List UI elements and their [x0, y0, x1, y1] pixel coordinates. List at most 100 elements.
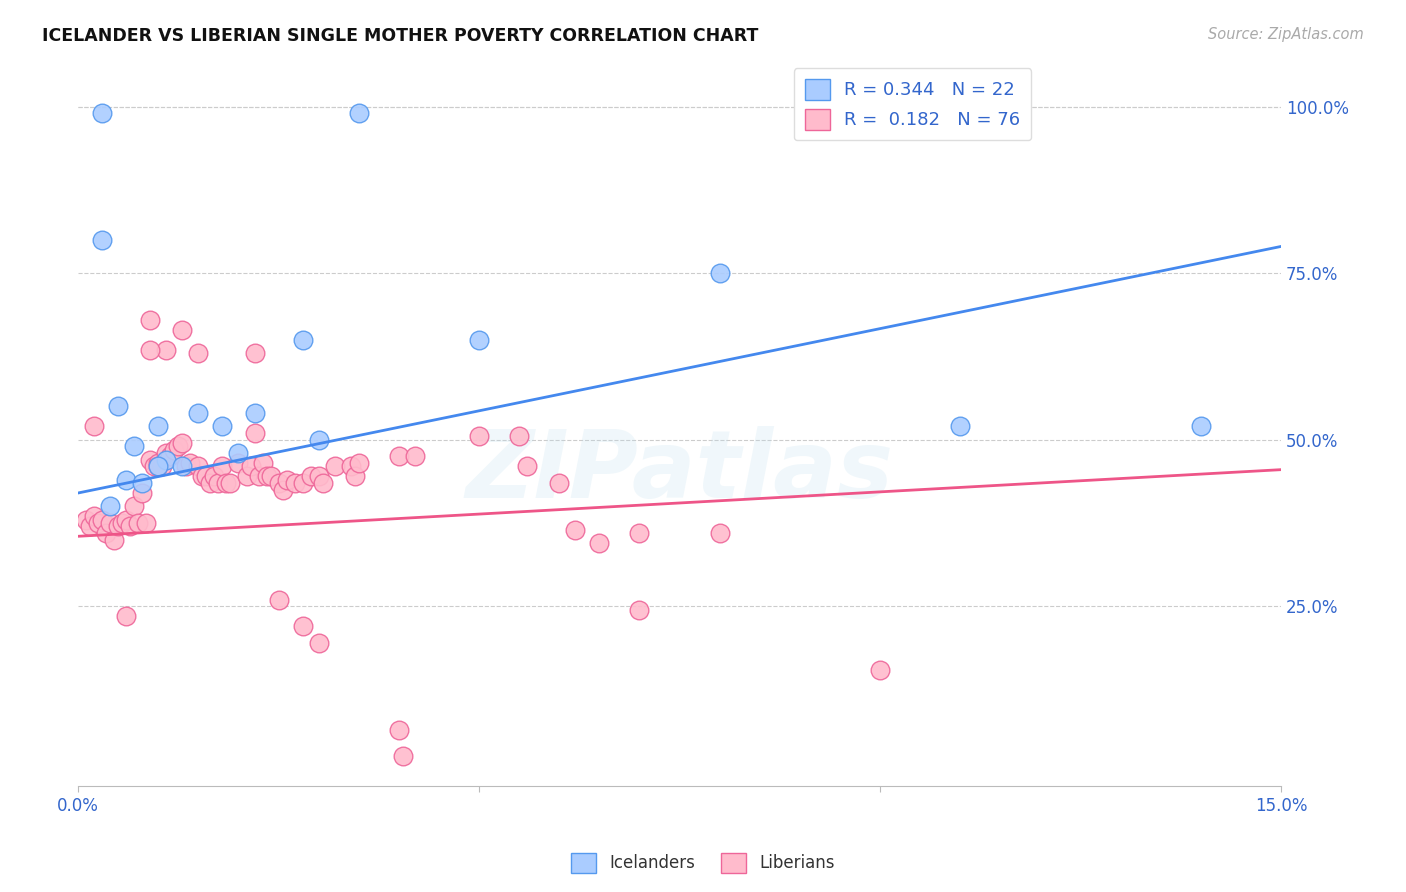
- Point: [148, 459, 170, 474]
- Point: [207, 475, 229, 490]
- Point: [131, 475, 153, 490]
- Point: [308, 636, 330, 650]
- Point: [388, 723, 411, 737]
- Point: [87, 516, 110, 530]
- Point: [120, 519, 142, 533]
- Point: [291, 475, 314, 490]
- Point: [243, 406, 266, 420]
- Point: [91, 106, 114, 120]
- Point: [339, 459, 361, 474]
- Point: [211, 459, 233, 474]
- Legend: Icelanders, Liberians: Icelanders, Liberians: [565, 847, 841, 880]
- Point: [252, 456, 274, 470]
- Point: [163, 442, 186, 457]
- Point: [115, 473, 138, 487]
- Text: ICELANDER VS LIBERIAN SINGLE MOTHER POVERTY CORRELATION CHART: ICELANDER VS LIBERIAN SINGLE MOTHER POVE…: [42, 27, 759, 45]
- Point: [308, 433, 330, 447]
- Text: ZIPatlas: ZIPatlas: [465, 426, 894, 518]
- Point: [200, 475, 222, 490]
- Point: [148, 459, 170, 474]
- Point: [312, 475, 335, 490]
- Point: [195, 469, 218, 483]
- Point: [139, 312, 162, 326]
- Point: [191, 469, 214, 483]
- Point: [139, 343, 162, 357]
- Point: [404, 450, 426, 464]
- Point: [148, 456, 170, 470]
- Point: [508, 429, 530, 443]
- Point: [291, 333, 314, 347]
- Point: [388, 450, 411, 464]
- Point: [143, 459, 166, 474]
- Point: [564, 523, 586, 537]
- Point: [228, 456, 250, 470]
- Point: [235, 469, 257, 483]
- Point: [115, 513, 138, 527]
- Point: [83, 509, 105, 524]
- Point: [949, 419, 972, 434]
- Point: [343, 469, 366, 483]
- Point: [155, 343, 177, 357]
- Point: [259, 469, 281, 483]
- Point: [148, 419, 170, 434]
- Point: [1189, 419, 1212, 434]
- Point: [284, 475, 307, 490]
- Point: [155, 452, 177, 467]
- Point: [709, 266, 731, 280]
- Point: [267, 475, 290, 490]
- Point: [628, 602, 651, 616]
- Point: [239, 459, 262, 474]
- Point: [79, 519, 101, 533]
- Point: [176, 459, 198, 474]
- Point: [347, 456, 370, 470]
- Point: [276, 473, 298, 487]
- Point: [628, 525, 651, 540]
- Point: [159, 450, 181, 464]
- Point: [107, 519, 129, 533]
- Point: [299, 469, 322, 483]
- Point: [247, 469, 270, 483]
- Point: [187, 459, 209, 474]
- Point: [211, 419, 233, 434]
- Point: [122, 439, 145, 453]
- Point: [204, 469, 226, 483]
- Point: [516, 459, 538, 474]
- Point: [267, 592, 290, 607]
- Point: [98, 500, 121, 514]
- Point: [219, 475, 242, 490]
- Point: [308, 469, 330, 483]
- Point: [392, 749, 415, 764]
- Point: [155, 446, 177, 460]
- Point: [243, 346, 266, 360]
- Text: Source: ZipAtlas.com: Source: ZipAtlas.com: [1208, 27, 1364, 42]
- Point: [468, 333, 491, 347]
- Point: [91, 233, 114, 247]
- Point: [548, 475, 571, 490]
- Point: [131, 486, 153, 500]
- Point: [187, 346, 209, 360]
- Point: [243, 425, 266, 440]
- Point: [107, 400, 129, 414]
- Point: [167, 439, 190, 453]
- Point: [75, 513, 97, 527]
- Point: [271, 483, 294, 497]
- Point: [291, 619, 314, 633]
- Point: [172, 323, 194, 337]
- Point: [111, 516, 134, 530]
- Legend: R = 0.344   N = 22, R =  0.182   N = 76: R = 0.344 N = 22, R = 0.182 N = 76: [794, 68, 1032, 140]
- Point: [83, 419, 105, 434]
- Point: [215, 475, 238, 490]
- Point: [139, 452, 162, 467]
- Point: [256, 469, 278, 483]
- Point: [187, 406, 209, 420]
- Point: [115, 609, 138, 624]
- Point: [98, 516, 121, 530]
- Point: [172, 436, 194, 450]
- Point: [179, 456, 201, 470]
- Point: [127, 516, 149, 530]
- Point: [323, 459, 346, 474]
- Point: [709, 525, 731, 540]
- Point: [122, 500, 145, 514]
- Point: [96, 525, 118, 540]
- Point: [103, 533, 125, 547]
